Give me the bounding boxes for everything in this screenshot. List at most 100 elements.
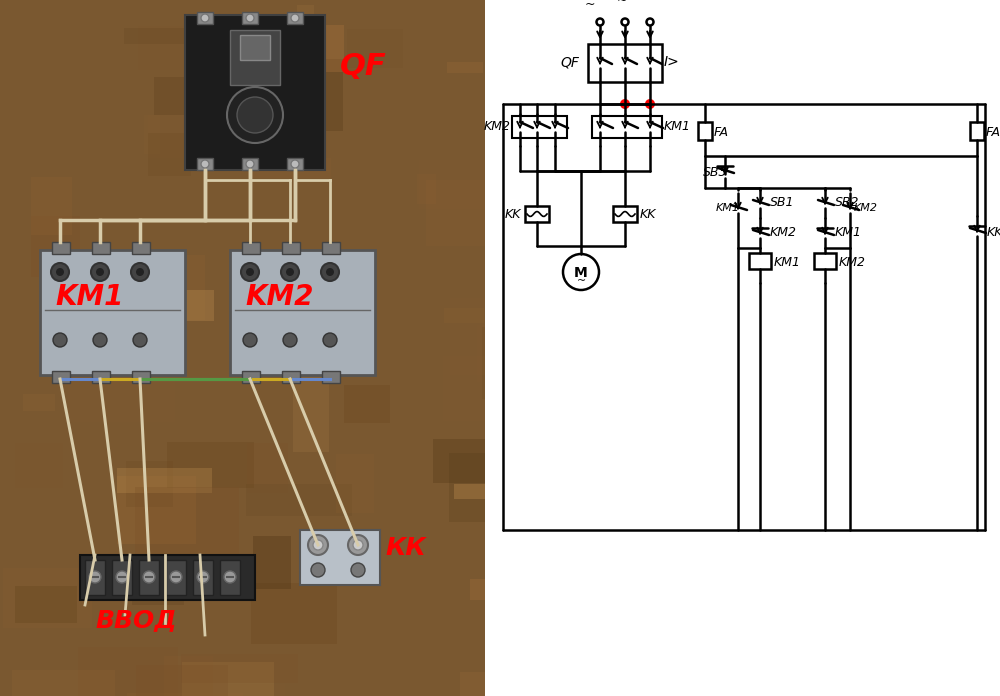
Text: KK: KK [987, 226, 1000, 239]
Circle shape [227, 87, 283, 143]
Circle shape [51, 263, 69, 281]
Bar [251, 583, 337, 644]
Bar [280, 25, 344, 72]
Text: KK: KK [505, 207, 522, 221]
Bar [154, 77, 193, 116]
Bar [164, 656, 213, 696]
Circle shape [131, 263, 149, 281]
Bar [124, 28, 214, 44]
Bar [282, 371, 300, 383]
Text: ВВОД: ВВОД [95, 608, 176, 632]
Bar [192, 35, 301, 45]
Bar [240, 35, 270, 60]
Bar [3, 567, 92, 628]
Bar [166, 560, 186, 595]
Bar [300, 530, 380, 585]
Bar [242, 371, 260, 383]
Text: SB1: SB1 [770, 196, 794, 209]
Circle shape [143, 571, 155, 583]
Bar [287, 12, 303, 24]
Circle shape [313, 540, 323, 550]
Bar [336, 454, 374, 513]
Bar [477, 325, 582, 382]
Bar [197, 158, 213, 170]
Bar [588, 44, 662, 82]
Bar [293, 376, 329, 452]
Circle shape [89, 571, 101, 583]
Bar [139, 560, 159, 595]
Bar [698, 122, 712, 140]
Text: KM2: KM2 [770, 226, 797, 239]
Circle shape [136, 268, 144, 276]
Bar [23, 394, 55, 411]
Bar [31, 216, 80, 277]
Bar [253, 536, 291, 589]
Text: KM2: KM2 [839, 255, 866, 269]
Circle shape [353, 540, 363, 550]
Bar [167, 441, 254, 488]
Bar [592, 116, 662, 138]
Circle shape [321, 263, 339, 281]
Text: QF: QF [560, 55, 579, 69]
Bar [87, 255, 180, 315]
Circle shape [133, 333, 147, 347]
Bar [40, 250, 185, 375]
Bar [132, 577, 184, 605]
Bar [470, 579, 508, 601]
Circle shape [170, 571, 182, 583]
Bar [92, 242, 110, 254]
Bar [126, 461, 173, 507]
Bar [132, 371, 150, 383]
Bar [322, 242, 340, 254]
Circle shape [246, 14, 254, 22]
Bar [449, 453, 560, 523]
Bar [426, 180, 510, 246]
Circle shape [283, 333, 297, 347]
Circle shape [201, 160, 209, 168]
Circle shape [645, 99, 655, 109]
Bar [242, 242, 260, 254]
Bar [454, 484, 529, 500]
Circle shape [326, 268, 334, 276]
Text: SB3: SB3 [703, 166, 728, 178]
Bar [78, 647, 178, 696]
Bar [230, 250, 375, 375]
Bar [106, 290, 214, 322]
Bar [297, 5, 314, 51]
Bar [80, 555, 255, 600]
Text: KM1: KM1 [774, 255, 801, 269]
Circle shape [237, 97, 273, 133]
Text: ~: ~ [585, 0, 595, 11]
Bar [144, 115, 160, 154]
Bar [417, 174, 436, 204]
Bar [230, 30, 280, 85]
Text: M: M [574, 266, 588, 280]
Circle shape [197, 571, 209, 583]
Bar [444, 308, 484, 323]
Bar [311, 58, 343, 132]
Bar [52, 242, 70, 254]
Circle shape [201, 14, 209, 22]
Bar [142, 255, 205, 319]
Bar [15, 586, 77, 623]
Text: KM2: KM2 [854, 203, 878, 213]
Bar [460, 672, 560, 696]
Circle shape [348, 535, 368, 555]
Bar [970, 122, 984, 140]
Circle shape [116, 571, 128, 583]
Bar [52, 371, 70, 383]
Bar [48, 319, 99, 338]
Bar [749, 253, 771, 269]
Text: KM2: KM2 [245, 283, 313, 311]
Circle shape [53, 333, 67, 347]
Bar [419, 160, 487, 209]
Bar [31, 177, 72, 235]
Circle shape [243, 333, 257, 347]
Circle shape [563, 254, 599, 290]
Bar [12, 670, 115, 696]
Circle shape [291, 160, 299, 168]
Bar [117, 475, 196, 544]
Circle shape [291, 14, 299, 22]
Bar [132, 242, 150, 254]
Bar [229, 84, 319, 146]
